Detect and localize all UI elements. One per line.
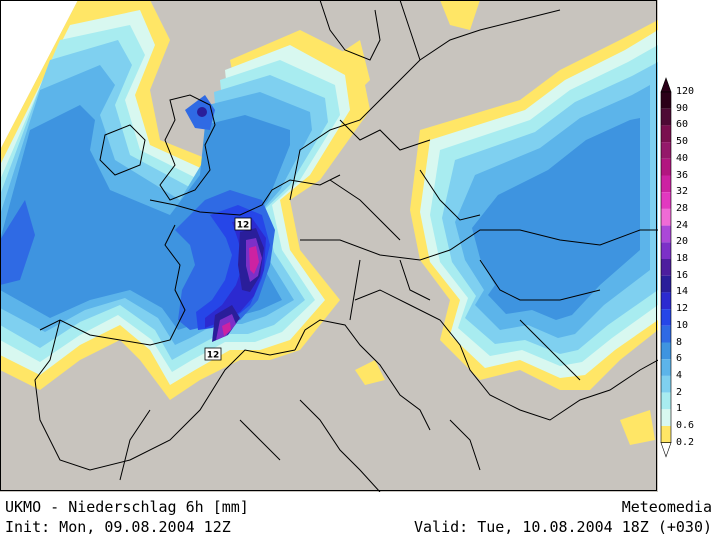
legend-swatch [661,359,671,376]
legend-label: 16 [676,269,689,281]
init-time: Init: Mon, 09.08.2004 12Z [5,518,231,536]
svg-text:12: 12 [237,221,250,231]
legend-swatch [661,225,671,243]
legend-label: 20 [676,236,689,248]
legend-label: 50 [676,136,689,148]
precip-peak [222,246,259,336]
legend-label: 8 [676,336,683,348]
map-canvas: 12 12 [0,0,658,492]
legend-label: 4 [676,369,683,381]
contour-label-12-north: 12 [234,217,252,231]
legend-label: 28 [676,202,689,214]
legend-label: 10 [676,319,689,331]
legend-swatch [661,409,671,426]
legend-swatch [661,108,671,126]
svg-text:12: 12 [207,351,220,361]
map-frame [0,0,657,491]
legend-label: 90 [676,102,689,114]
legend-swatch [661,192,671,209]
legend-label: 40 [676,152,689,164]
legend-label: 24 [676,219,689,231]
legend-label: 32 [676,186,689,198]
legend-swatch [661,158,671,176]
precipitation-map: 12 12 [0,0,658,492]
legend-label: 0.2 [676,436,695,448]
legend-arrow-bottom [660,442,672,458]
legend-label: 0.6 [676,420,695,431]
legend-label: 2 [676,386,683,398]
legend-swatch [661,309,671,326]
source-label: Meteomedia [621,498,712,516]
legend-label: 120 [676,86,695,97]
legend-label: 6 [676,353,683,365]
legend-swatch [661,375,671,393]
legend-label: 1 [676,403,683,415]
legend-swatch [661,142,671,159]
legend-swatch [661,426,671,443]
map-title: UKMO - Niederschlag 6h [mm] [5,498,249,516]
legend-swatch [661,392,671,410]
legend-swatch [661,325,671,343]
legend-swatch [661,259,671,276]
precip-cell-scotland [197,107,207,117]
legend-swatch [661,92,671,109]
color-legend [658,0,720,492]
legend-label: 12 [676,303,689,315]
legend-swatch [661,342,671,360]
legend-label: 36 [676,169,689,181]
legend-arrow-top [660,77,672,93]
legend-swatch [661,275,671,293]
coastlines-borders [34,0,658,492]
contour-label-12-south: 12 [204,347,222,361]
legend-label: 14 [676,286,689,298]
legend-swatch [661,208,671,226]
legend-swatch [661,292,671,310]
legend-label: 60 [676,119,689,131]
legend-swatch [661,125,671,143]
valid-time: Valid: Tue, 10.08.2004 18Z (+030) [413,518,712,536]
legend-swatch [661,242,671,259]
legend-label: 18 [676,253,689,264]
legend-swatch [661,175,671,193]
legend-colorbar [660,77,672,458]
